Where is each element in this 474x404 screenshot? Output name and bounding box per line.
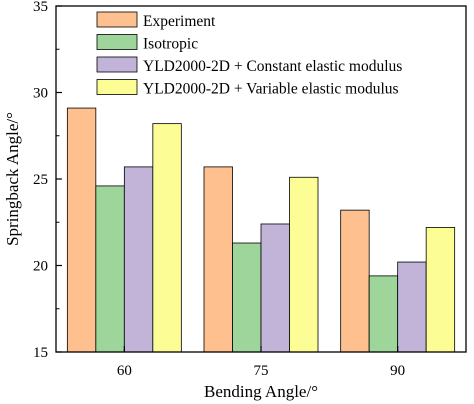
bar-yld2000-2d-variable-elastic-modulus-75 (289, 176, 319, 353)
legend-label: YLD2000-2D + Constant elastic modulus (143, 58, 402, 75)
bar-isotropic-90 (368, 275, 399, 353)
x-tick-label: 90 (390, 363, 405, 379)
legend-label: Experiment (143, 13, 216, 30)
legend: Experiment Isotropic YLD2000-2D + Constant… (96, 11, 402, 98)
y-axis-title: Springback Angle/° (3, 112, 22, 246)
bar-yld2000-2d-variable-elastic-modulus-60 (152, 123, 182, 353)
y-tick-label: 15 (33, 345, 48, 361)
bar-yld2000-2d-constant-elastic-modulus-90 (397, 261, 427, 353)
y-tick-label: 20 (33, 259, 48, 275)
bar-experiment-60 (66, 107, 97, 353)
legend-label: YLD2000-2D + Variable elastic modulus (143, 81, 399, 98)
bars-group (66, 107, 456, 353)
y-tick-label: 35 (33, 0, 48, 15)
axis-ticks: 60 75 90 15 20 25 30 35 (33, 0, 405, 379)
x-axis-title: Bending Angle/° (204, 382, 318, 401)
bar-isotropic-75 (232, 242, 262, 353)
legend-swatch (96, 11, 138, 28)
bar-experiment-90 (340, 209, 370, 353)
legend-swatch (96, 56, 138, 73)
x-tick-label: 60 (117, 363, 132, 379)
bar-isotropic-60 (95, 185, 125, 353)
y-tick-label: 30 (33, 86, 48, 102)
legend-swatch (96, 79, 138, 95)
legend-swatch (96, 34, 138, 50)
bar-yld2000-2d-constant-elastic-modulus-60 (123, 166, 154, 353)
bar-yld2000-2d-variable-elastic-modulus-90 (425, 227, 456, 353)
bar-experiment-75 (203, 166, 233, 353)
y-tick-label: 25 (33, 172, 48, 188)
x-tick-label: 75 (254, 363, 269, 379)
legend-label: Isotropic (143, 36, 198, 53)
bar-yld2000-2d-constant-elastic-modulus-75 (260, 223, 290, 353)
